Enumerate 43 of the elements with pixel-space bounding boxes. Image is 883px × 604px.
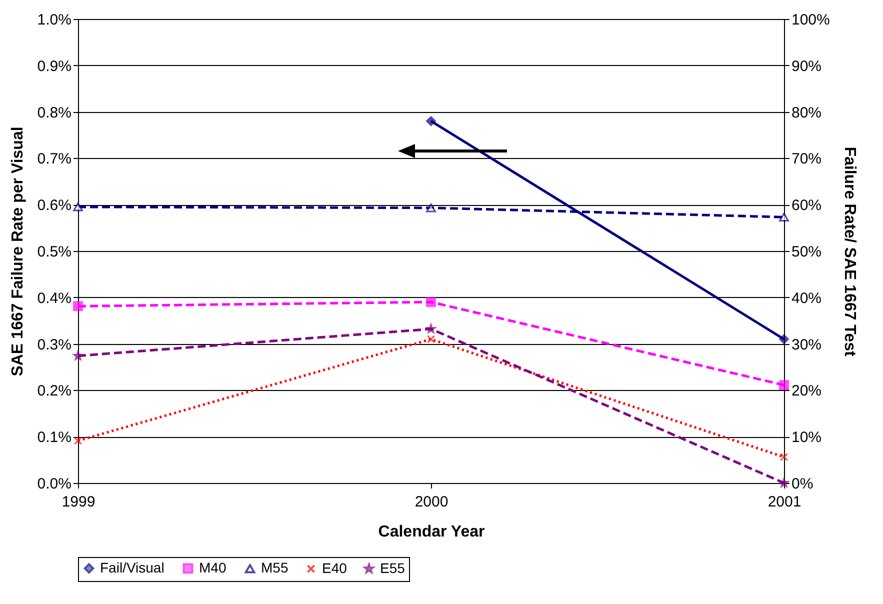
point [779,212,789,222]
legend-label: M40 [199,559,226,576]
y-tick-label: 0.3% [37,336,72,354]
y2-tick-label: 80% [792,104,822,122]
point [780,452,788,462]
legend-label: E40 [322,560,348,576]
point [426,297,436,307]
y2-tick-label: 30% [792,336,822,354]
y-axis-title: SAE 1667 Failure Rate per Visual [9,126,26,376]
y-tick-label: 0.6% [37,197,72,214]
y-tick-label: 1.0% [37,12,72,28]
point [426,324,436,334]
legend-label: E55 [380,560,406,576]
point [73,350,83,360]
y2-tick-label: 70% [792,150,822,168]
point [779,380,789,390]
y-tick-label: 0.1% [37,429,72,446]
point [426,203,436,212]
y2-tick-label: 20% [792,382,822,400]
y-tick-label: 0.2% [37,382,72,400]
y-tick-label: 0.8% [37,104,72,122]
y-tick-label: 0.0% [37,476,72,492]
y-tick-label: 0.9% [37,58,72,75]
x-tick-label: 2001 [768,494,802,510]
point [779,478,789,488]
y-tick-label: 0.7% [37,150,72,168]
y-tick-label: 0.4% [37,290,72,307]
legend-label: Fail/Visual [100,559,164,576]
legend-label: M55 [261,560,288,576]
y2-tick-label: 50% [792,244,822,260]
x-axis-title: Calendar Year [378,524,485,540]
y2-tick-label: 10% [792,429,822,446]
x-tick-label: 1999 [62,494,96,510]
x-tick-label: 2000 [414,494,448,510]
y-tick-label: 0.5% [37,244,72,260]
point [426,335,436,344]
y2-axis-title: Failure Rate/ SAE 1667 Test [840,146,858,357]
y2-tick-label: 60% [792,197,822,214]
y2-tick-label: 40% [792,290,822,307]
y2-tick-label: 0% [792,476,814,492]
y2-tick-label: 90% [792,58,822,75]
y2-tick-label: 100% [792,12,830,28]
point [73,301,83,312]
